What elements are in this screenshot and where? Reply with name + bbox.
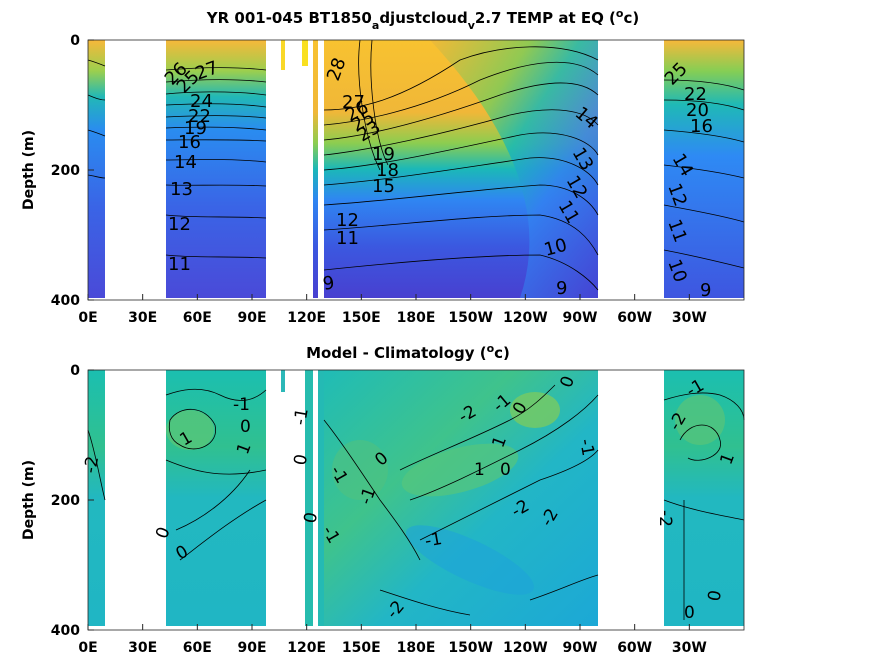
x-tick-label: 30W — [672, 640, 707, 656]
contour-label: -2 — [655, 510, 675, 527]
x-tick-label: 60E — [183, 310, 212, 326]
anomaly-blob — [166, 410, 214, 450]
bottom-field-strait — [305, 370, 313, 626]
contour-label: 16 — [690, 116, 713, 137]
x-tick-label: 60W — [617, 310, 652, 326]
anomaly-blob — [401, 443, 519, 497]
contour-label: 0 — [240, 417, 251, 437]
contour-label: -1 — [290, 407, 313, 427]
x-tick-label: 150E — [342, 310, 381, 326]
x-tick-label: 0E — [78, 310, 97, 326]
contour-label: 0 — [500, 460, 511, 480]
contour-label: 18 — [376, 160, 399, 181]
x-tick-label: 150E — [342, 640, 381, 656]
contour-label: 13 — [170, 179, 193, 200]
contour-label: 22 — [188, 106, 211, 127]
top-field-indian — [166, 40, 266, 298]
x-tick-label: 30W — [672, 310, 707, 326]
x-tick-label: 60E — [183, 640, 212, 656]
x-tick-label: 90W — [563, 310, 598, 326]
contour-label: 19 — [372, 144, 395, 165]
top-y-axis: 0 200 400 Depth (m) — [21, 33, 94, 309]
bottom-panel: Model - Climatology (oc) — [21, 342, 745, 656]
contour-label: 0 — [301, 511, 323, 525]
contour-label: 1 — [474, 460, 485, 480]
top-plot-area: 27 26 25 24 22 19 16 14 13 12 11 28 27 2… — [87, 39, 745, 301]
contour-label: 9 — [556, 278, 567, 299]
contour-label: 11 — [168, 254, 191, 275]
x-tick-label: 120E — [287, 640, 326, 656]
bottom-field-strait2 — [318, 370, 324, 626]
x-tick-label: 30E — [128, 310, 157, 326]
x-tick-label: 30E — [128, 640, 157, 656]
contour-label: 22 — [684, 84, 707, 105]
x-tick-label: 120E — [287, 310, 326, 326]
y-tick-label: 200 — [51, 163, 80, 179]
contour-label: 11 — [336, 228, 359, 249]
contour-label: 24 — [190, 91, 213, 112]
contour-label: 20 — [686, 100, 709, 121]
contour-label: 19 — [184, 118, 207, 139]
contour-label: -1 — [423, 529, 443, 552]
top-panel-title: YR 001-045 BT1850adjustcloudv2.7 TEMP at… — [206, 7, 639, 32]
x-tick-label: 180E — [397, 310, 436, 326]
contour-label: -2 — [81, 455, 104, 475]
x-tick-label: 180E — [397, 640, 436, 656]
x-tick-label: 0E — [78, 640, 97, 656]
anomaly-blob — [675, 395, 725, 445]
bottom-plot-area: -1 0 1 1 -2 0 0 -1 0 0 -1 -1 0 -1 -2 -1 … — [81, 369, 745, 631]
top-field-west-indian — [88, 40, 105, 298]
bottom-x-axis: 0E 30E 60E 90E 120E 150E 180E 150W 120W 90W 60W 30W — [78, 624, 707, 656]
y-tick-label: 0 — [70, 33, 80, 49]
contour-label: 14 — [174, 152, 197, 173]
contour-label: 9 — [700, 280, 711, 301]
anomaly-blob — [510, 392, 560, 428]
top-field-atlantic — [664, 40, 744, 298]
top-field-sliver — [281, 40, 285, 70]
bottom-panel-title: Model - Climatology (oc) — [306, 342, 510, 362]
bottom-field-west-indian — [88, 370, 105, 626]
bottom-field-indian — [166, 370, 266, 626]
top-contours — [87, 39, 745, 291]
top-field-strait — [313, 40, 318, 298]
contour-label: 0 — [705, 589, 727, 603]
contour-label: 12 — [168, 214, 191, 235]
bottom-field-sliver — [281, 370, 285, 392]
bottom-contours — [87, 384, 745, 620]
contour-label: -1 — [356, 485, 381, 508]
contour-label: 9 — [321, 272, 336, 295]
anomaly-blob — [405, 525, 535, 595]
y-tick-label: 0 — [70, 363, 80, 379]
x-tick-label: 90E — [237, 640, 266, 656]
bottom-y-axis: 0 200 400 Depth (m) — [21, 363, 94, 639]
y-tick-label: 400 — [51, 623, 80, 639]
y-tick-label: 400 — [51, 293, 80, 309]
bottom-y-axis-label: Depth (m) — [21, 460, 37, 540]
top-y-axis-label: Depth (m) — [21, 130, 37, 210]
contour-label: 12 — [336, 210, 359, 231]
y-tick-label: 200 — [51, 493, 80, 509]
contour-label: 16 — [178, 132, 201, 153]
x-tick-label: 150W — [448, 310, 493, 326]
x-tick-label: 90W — [563, 640, 598, 656]
contour-label: 0 — [684, 603, 695, 623]
x-tick-label: 120W — [503, 640, 548, 656]
contour-label: 27 — [342, 92, 365, 113]
top-x-axis: 0E 30E 60E 90E 120E 150E 180E 150W 120W 90W 60W 30W — [78, 294, 707, 326]
x-tick-label: 90E — [237, 310, 266, 326]
contour-label: -1 — [233, 395, 250, 415]
contour-label: 15 — [372, 176, 395, 197]
x-tick-label: 60W — [617, 640, 652, 656]
contour-label: 0 — [291, 453, 313, 467]
top-field-sliver2 — [302, 40, 308, 66]
top-field-east-pacific — [430, 40, 598, 298]
contour-label: -1 — [575, 437, 598, 457]
top-panel: YR 001-045 BT1850adjustcloudv2.7 TEMP at… — [21, 7, 745, 326]
x-tick-label: 150W — [448, 640, 493, 656]
x-tick-label: 120W — [503, 310, 548, 326]
